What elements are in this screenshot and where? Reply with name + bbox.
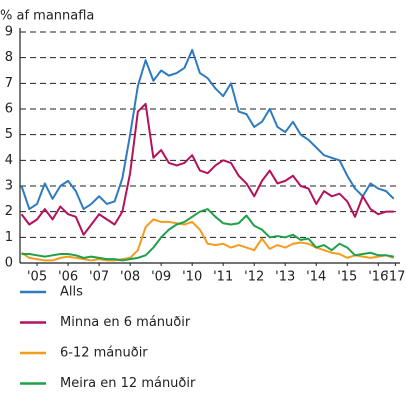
x-tick-label: '06 [58, 270, 78, 285]
series-line [20, 48, 395, 211]
y-tick-label: 8 [5, 50, 13, 65]
y-tick-label: 0 [5, 256, 13, 271]
x-tick-label: '16 [368, 270, 388, 285]
x-tick-label: '08 [120, 270, 140, 285]
x-tick-label: '15 [337, 270, 357, 285]
x-tick-label: '09 [151, 270, 171, 285]
x-tick-label: '12 [244, 270, 264, 285]
y-tick-label: 5 [5, 127, 13, 142]
legend-label: Minna en 6 mánuðir [60, 315, 191, 330]
y-axis-label: % af mannafla [0, 9, 94, 24]
legend-label: Meira en 12 mánuðir [60, 376, 196, 391]
y-tick-label: 3 [5, 179, 13, 194]
series-line [20, 218, 395, 262]
y-tick-label: 7 [5, 76, 13, 91]
y-tick-label: 6 [5, 102, 13, 117]
y-tick-label: 2 [5, 204, 13, 219]
y-tick-label: 9 [5, 25, 13, 40]
x-tick-label: '14 [306, 270, 326, 285]
legend-label: 6-12 mánuðir [60, 346, 148, 361]
x-tick-label: '17 [385, 270, 405, 285]
y-tick-label: 4 [5, 153, 13, 168]
x-tick-label: '13 [275, 270, 295, 285]
x-tick-label: '10 [182, 270, 202, 285]
series-line [21, 208, 394, 262]
x-tick-label: '11 [213, 270, 233, 285]
series-line [20, 102, 394, 236]
x-tick-label: '07 [89, 270, 109, 285]
legend-label: Alls [60, 285, 83, 300]
y-tick-label: 1 [5, 230, 13, 245]
x-tick-label: '05 [27, 270, 47, 285]
